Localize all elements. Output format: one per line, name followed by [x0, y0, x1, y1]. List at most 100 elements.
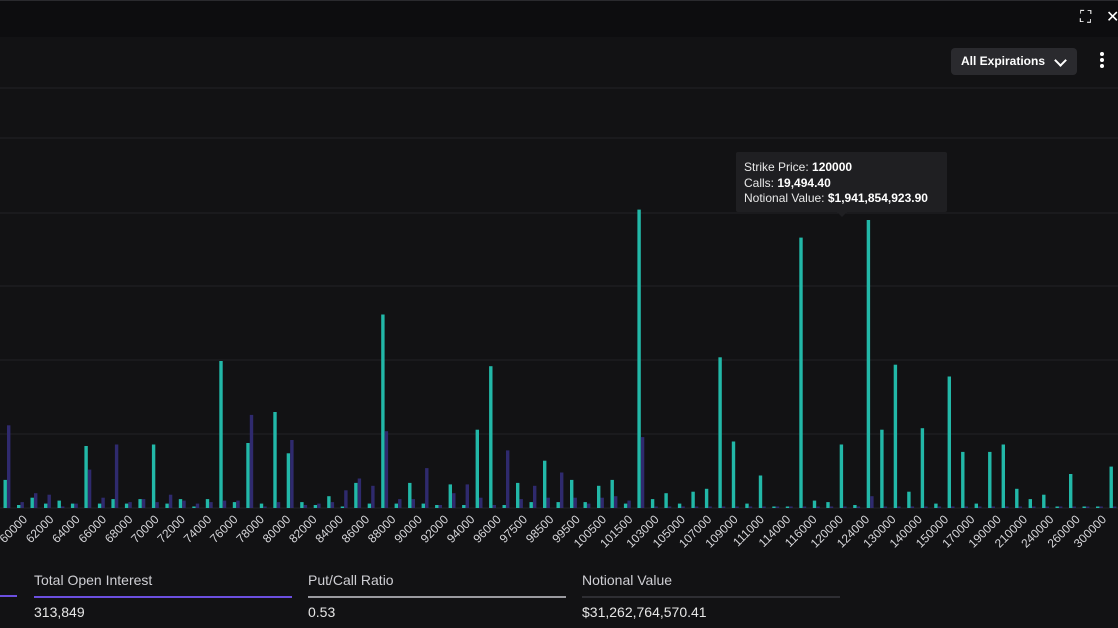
puts-bar-22[interactable] — [303, 505, 308, 508]
puts-bar-43[interactable] — [587, 503, 591, 508]
calls-bar-72[interactable] — [974, 503, 978, 508]
puts-bar-16[interactable] — [222, 500, 227, 508]
calls-bar-48[interactable] — [650, 499, 655, 508]
calls-bar-19[interactable] — [259, 503, 264, 508]
puts-bar-20[interactable] — [276, 502, 281, 508]
puts-bar-17[interactable] — [236, 500, 240, 508]
calls-bar-27[interactable] — [367, 503, 372, 508]
puts-bar-62[interactable] — [843, 506, 847, 509]
puts-bar-50[interactable] — [681, 506, 685, 509]
calls-bar-15[interactable] — [205, 499, 210, 508]
puts-bar-15[interactable] — [209, 502, 213, 508]
puts-bar-34[interactable] — [465, 484, 469, 508]
calls-bar-51[interactable] — [691, 491, 695, 508]
calls-bar-18[interactable] — [246, 443, 250, 508]
calls-bar-40[interactable] — [543, 460, 547, 508]
puts-bar-59[interactable] — [802, 506, 807, 509]
close-icon[interactable]: ✕ — [1106, 9, 1118, 26]
calls-bar-1[interactable] — [17, 505, 21, 508]
calls-bar-17[interactable] — [232, 502, 237, 508]
puts-bar-0[interactable] — [7, 425, 11, 508]
puts-bar-2[interactable] — [34, 493, 38, 508]
calls-bar-43[interactable] — [583, 502, 587, 508]
calls-bar-52[interactable] — [704, 488, 709, 508]
puts-bar-11[interactable] — [155, 502, 159, 508]
puts-bar-7[interactable] — [101, 497, 105, 508]
calls-bar-21[interactable] — [286, 453, 291, 508]
puts-bar-12[interactable] — [168, 494, 173, 508]
puts-bar-66[interactable] — [897, 506, 901, 509]
puts-bar-5[interactable] — [74, 503, 78, 508]
calls-bar-25[interactable] — [340, 506, 345, 509]
calls-bar-20[interactable] — [273, 412, 277, 508]
calls-bar-34[interactable] — [462, 505, 466, 508]
puts-bar-24[interactable] — [330, 502, 335, 508]
calls-bar-68[interactable] — [920, 428, 925, 508]
calls-bar-12[interactable] — [165, 503, 169, 508]
calls-bar-31[interactable] — [421, 503, 425, 508]
calls-bar-30[interactable] — [408, 482, 412, 508]
puts-bar-40[interactable] — [546, 497, 550, 508]
calls-bar-69[interactable] — [934, 503, 938, 508]
calls-bar-63[interactable] — [853, 505, 857, 508]
puts-bar-21[interactable] — [290, 440, 294, 508]
puts-bar-76[interactable] — [1032, 506, 1036, 509]
puts-bar-79[interactable] — [1072, 506, 1076, 509]
puts-bar-49[interactable] — [667, 506, 672, 509]
puts-bar-39[interactable] — [533, 485, 537, 508]
calls-bar-53[interactable] — [718, 357, 722, 508]
puts-bar-25[interactable] — [344, 490, 348, 508]
calls-bar-3[interactable] — [44, 503, 48, 508]
calls-bar-38[interactable] — [516, 482, 520, 508]
calls-bar-82[interactable] — [1109, 466, 1113, 508]
puts-bar-75[interactable] — [1018, 506, 1022, 509]
calls-bar-76[interactable] — [1028, 499, 1032, 508]
calls-bar-65[interactable] — [880, 429, 884, 508]
puts-bar-14[interactable] — [195, 503, 200, 508]
calls-bar-54[interactable] — [731, 441, 736, 509]
calls-bar-73[interactable] — [988, 451, 992, 508]
expand-icon[interactable]: ⛶ — [1080, 9, 1092, 26]
puts-bar-78[interactable] — [1059, 506, 1063, 509]
puts-bar-64[interactable] — [870, 496, 874, 508]
calls-bar-28[interactable] — [381, 314, 385, 509]
calls-bar-42[interactable] — [570, 479, 574, 508]
calls-bar-46[interactable] — [623, 503, 628, 508]
puts-bar-73[interactable] — [991, 506, 995, 509]
puts-bar-30[interactable] — [411, 499, 415, 508]
puts-bar-28[interactable] — [384, 431, 389, 508]
calls-bar-9[interactable] — [124, 503, 129, 508]
puts-bar-26[interactable] — [357, 478, 362, 509]
calls-bar-56[interactable] — [758, 475, 763, 509]
calls-bar-81[interactable] — [1096, 506, 1100, 509]
puts-bar-82[interactable] — [1113, 506, 1117, 509]
puts-bar-52[interactable] — [708, 506, 712, 509]
puts-bar-13[interactable] — [182, 500, 186, 508]
puts-bar-46[interactable] — [627, 500, 631, 508]
puts-bar-27[interactable] — [371, 485, 375, 508]
calls-bar-61[interactable] — [826, 502, 830, 508]
calls-bar-67[interactable] — [907, 491, 911, 508]
puts-bar-60[interactable] — [816, 506, 820, 509]
calls-bar-8[interactable] — [111, 499, 115, 508]
puts-bar-70[interactable] — [951, 506, 955, 509]
calls-bar-79[interactable] — [1069, 474, 1073, 508]
puts-bar-18[interactable] — [249, 414, 254, 508]
puts-bar-45[interactable] — [614, 496, 618, 508]
puts-bar-42[interactable] — [573, 497, 577, 508]
puts-bar-51[interactable] — [694, 506, 699, 509]
puts-bar-10[interactable] — [141, 499, 146, 508]
calls-bar-55[interactable] — [745, 503, 749, 508]
puts-bar-33[interactable] — [452, 493, 456, 508]
calls-bar-47[interactable] — [637, 209, 641, 508]
puts-bar-9[interactable] — [128, 502, 132, 508]
calls-bar-26[interactable] — [354, 482, 358, 508]
calls-bar-4[interactable] — [57, 500, 61, 508]
puts-bar-61[interactable] — [829, 506, 834, 509]
calls-bar-2[interactable] — [30, 497, 34, 508]
calls-bar-78[interactable] — [1055, 506, 1059, 509]
calls-bar-75[interactable] — [1015, 488, 1019, 508]
calls-bar-14[interactable] — [192, 506, 196, 509]
calls-bar-32[interactable] — [435, 505, 439, 508]
calls-bar-7[interactable] — [97, 503, 102, 508]
